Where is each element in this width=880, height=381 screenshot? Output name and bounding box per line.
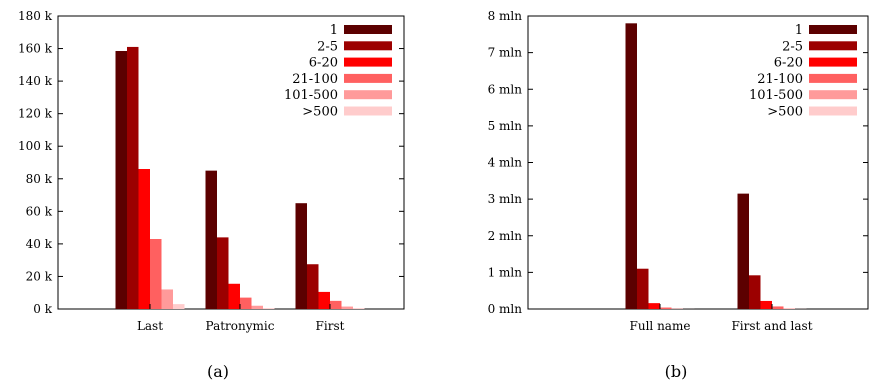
chartb-ytick-label: 0 mln [488,302,523,316]
chartb-bar [772,306,784,309]
charta-bar [307,264,319,309]
charta-bar [205,170,217,309]
chartb-bar [783,308,795,309]
charta-xtick-label: Last [137,319,163,333]
charta-bar [115,50,127,309]
chartb-legend-label: 2-5 [782,39,803,54]
charta-legend-label: >500 [302,105,338,120]
charta-bar [217,237,229,309]
charta-ytick-label: 80 k [26,172,53,186]
charta-legend-swatch [344,90,392,100]
charta-ytick-label: 140 k [18,74,53,88]
charta-bar [341,306,353,309]
chartb-ytick-label: 1 mln [488,265,523,279]
charta-bar [228,283,240,309]
charta-legend-label: 21-100 [292,72,338,87]
chartb-ytick-label: 5 mln [488,119,523,133]
charta-bar [353,308,365,309]
chartb-legend-swatch [809,73,857,83]
caption-b: (b) [665,362,688,381]
chartb-legend-swatch [809,90,857,100]
charta-bar [295,203,307,309]
chartb-xtick-label: First and last [731,319,812,333]
charta-bar [127,46,139,310]
charta-ytick-label: 120 k [18,107,53,121]
chartb-legend-swatch [809,106,857,116]
charta-ytick-label: 180 k [18,9,53,23]
charta-ytick-label: 160 k [18,42,53,56]
charta-bar [251,305,263,309]
charta-bar [161,289,173,309]
charta-bar [240,297,252,309]
charta-legend-swatch [344,106,392,116]
charta-legend-label: 1 [330,23,338,38]
chartb-legend-swatch [809,57,857,67]
charta-legend-swatch [344,73,392,83]
chartb-bar [760,300,772,309]
chartb-legend-label: 21-100 [757,72,803,87]
charta-legend-swatch [344,57,392,67]
charta-ytick-label: 20 k [26,269,53,283]
chartb-bar [660,307,672,309]
charta-ytick-label: 100 k [18,139,53,153]
chartb-ytick-label: 4 mln [488,156,523,170]
caption-a: (a) [207,362,229,381]
charta-xtick-label: Patronymic [206,319,275,333]
chartb-ytick-label: 6 mln [488,82,523,96]
charta-ytick-label: 0 k [33,302,52,316]
charta-bar [150,239,162,309]
chartb-legend-swatch [809,41,857,51]
charta-ytick-label: 40 k [26,237,53,251]
chartb-ytick-label: 3 mln [488,192,523,206]
charta-legend-label: 101-500 [284,88,338,103]
charta-legend-swatch [344,41,392,51]
charta-bar [263,308,275,309]
charta-xtick-label: First [316,319,345,333]
chartb-bar [749,275,761,309]
charta-legend-swatch [344,25,392,34]
chartb-legend-swatch [809,25,857,34]
chartb-bar [625,23,637,309]
charta-legend-label: 6-20 [309,56,338,71]
chartb-ytick-label: 2 mln [488,229,523,243]
chartb-xtick-label: Full name [630,319,691,333]
chartb-legend-label: 6-20 [774,56,803,71]
chartb-legend-label: >500 [767,105,803,120]
chartb-ytick-label: 7 mln [488,46,523,60]
chartb-bar [648,303,660,309]
charta-legend-label: 2-5 [317,39,338,54]
chartb-ytick-label: 8 mln [488,9,523,23]
chartb-legend-label: 101-500 [749,88,803,103]
charta-bar [173,304,185,309]
charta-ytick-label: 60 k [26,204,53,218]
chartb-bar [737,193,749,309]
chartb-bar [637,268,649,309]
charta-bar [138,169,150,309]
chartb-legend-label: 1 [795,23,803,38]
charta-bar [318,291,330,309]
charta-bar [330,300,342,309]
